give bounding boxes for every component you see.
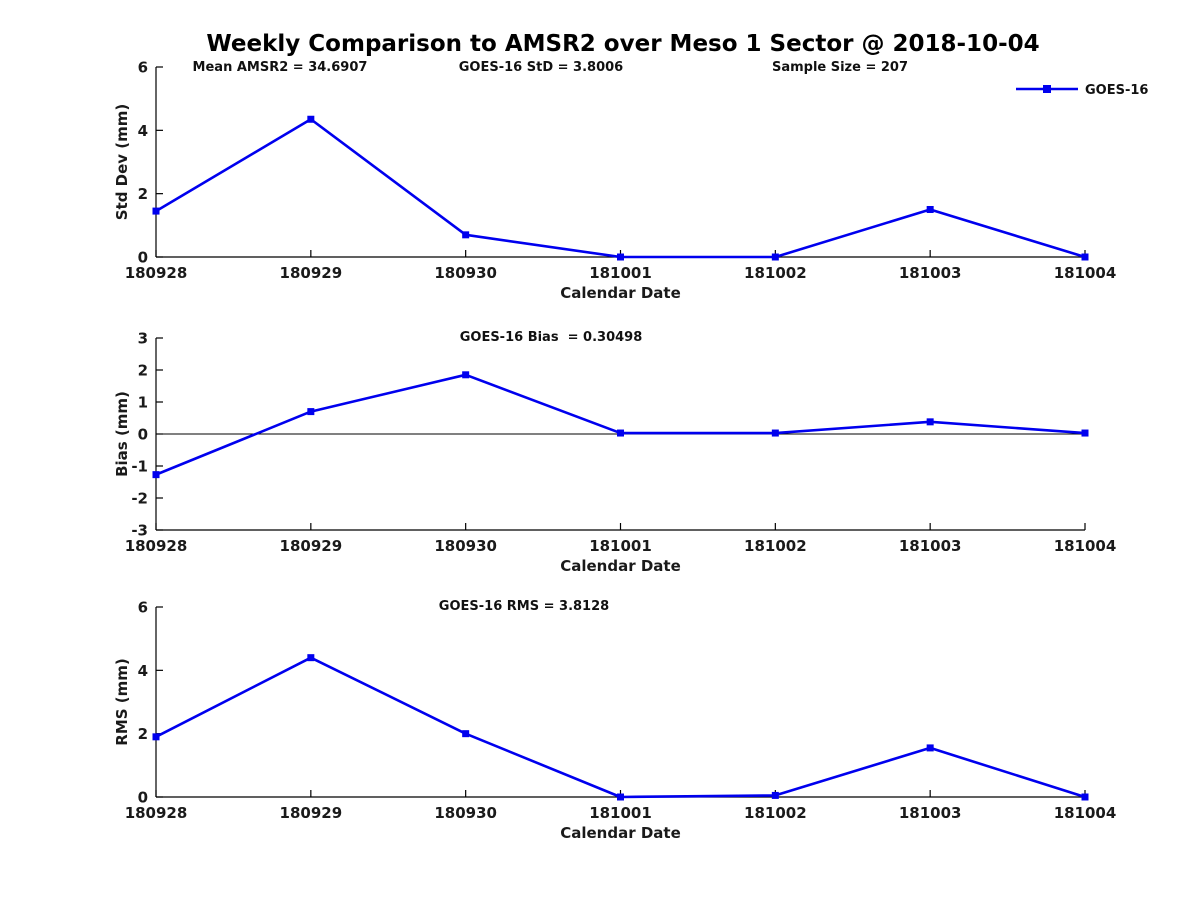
x-tick-label: 180929 [280,264,343,282]
data-point-marker [771,791,779,799]
x-tick-label: 180929 [280,804,343,822]
x-tick-label: 181003 [899,264,962,282]
x-tick-label: 181001 [589,804,652,822]
x-tick-label: 180930 [434,264,497,282]
x-tick-label: 180929 [280,537,343,555]
x-tick-label: 180928 [125,804,188,822]
sample-size-annotation: Sample Size = 207 [772,60,908,75]
x-tick-label: 181003 [899,804,962,822]
y-tick-label: 0 [138,249,148,267]
y-tick-label: 6 [138,59,148,77]
data-point-marker [771,429,779,437]
x-tick-label: 181001 [589,264,652,282]
data-point-marker [152,733,160,741]
series-line [155,656,1086,799]
data-point-marker [1081,253,1089,261]
data-point-marker [462,730,470,738]
data-point-marker [926,744,934,752]
data-point-marker [1081,429,1089,437]
x-tick-label: 181003 [899,537,962,555]
data-point-marker [307,654,315,662]
y-tick-label: 2 [138,725,148,743]
data-point-marker [462,231,470,239]
x-tick-label: 181002 [744,537,807,555]
y-tick-label: -2 [131,490,148,508]
data-point-marker [307,408,315,416]
x-tick-label: 181004 [1054,537,1117,555]
rms-subplot: 0 2 4 6 180928 180929 180930 181001 181002 181003… [113,599,1116,843]
y-tick-label: 2 [138,362,148,380]
goes16-bias-annotation: GOES-16 Bias = 0.30498 [460,330,643,345]
y-tick-label: 6 [138,599,148,617]
data-point-marker [926,418,934,426]
legend: GOES-16 [1016,83,1148,98]
x-tick-label: 181004 [1054,804,1117,822]
data-point-marker [152,471,160,479]
x-tick-label: 181002 [744,804,807,822]
x-tick-label: 181001 [589,537,652,555]
x-tick-label: 181004 [1054,264,1117,282]
x-tick-label: 180928 [125,264,188,282]
data-point-marker [1081,793,1089,801]
data-point-marker [617,429,624,437]
x-axis-label: Calendar Date [560,824,681,842]
y-tick-label: -1 [131,458,148,476]
y-axis-label: Std Dev (mm) [113,104,131,221]
data-point-marker [926,206,934,213]
x-tick-label: 180930 [434,537,497,555]
y-tick-label: 4 [138,662,148,680]
x-tick-label: 181002 [744,264,807,282]
legend-label: GOES-16 [1085,83,1148,98]
data-point-marker [617,793,624,801]
x-axis-label: Calendar Date [560,284,681,302]
y-tick-label: 3 [138,330,148,348]
data-point-marker [462,371,470,379]
x-tick-label: 180930 [434,804,497,822]
legend-square-marker-icon [1043,85,1051,93]
y-tick-label: 0 [138,789,148,807]
data-point-marker [771,253,779,261]
data-point-marker [307,115,315,123]
goes16-rms-annotation: GOES-16 RMS = 3.8128 [439,599,609,614]
y-tick-label: 4 [138,122,148,140]
mean-amsr2-annotation: Mean AMSR2 = 34.6907 [193,60,368,75]
goes16-std-annotation: GOES-16 StD = 3.8006 [459,60,623,75]
y-tick-label: -3 [131,522,148,540]
y-tick-label: 2 [138,185,148,203]
std-dev-subplot: 0 2 4 6 180928 180929 180930 181001 181002 181003… [113,59,1116,303]
x-tick-label: 180928 [125,537,188,555]
x-axis-label: Calendar Date [560,557,681,575]
series-line [155,117,1086,259]
data-point-marker [617,253,624,261]
y-tick-label: 1 [138,394,148,412]
data-point-marker [152,207,160,215]
y-tick-label: 0 [138,426,148,444]
series-line [155,373,1086,476]
y-axis-label: RMS (mm) [113,658,131,745]
figure-title: Weekly Comparison to AMSR2 over Meso 1 S… [206,31,1039,57]
y-axis-label: Bias (mm) [113,391,131,477]
